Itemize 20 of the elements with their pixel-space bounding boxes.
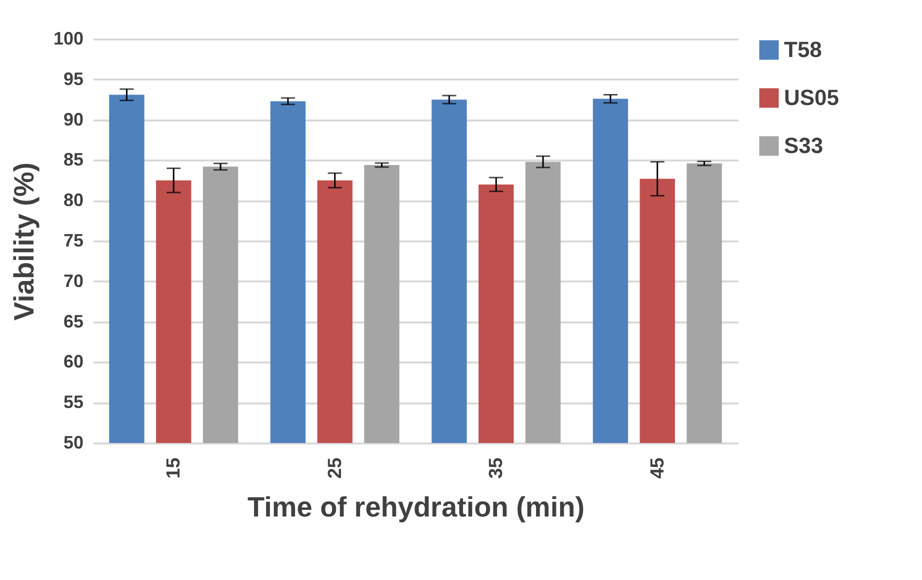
x-tick-label: 25 bbox=[324, 457, 346, 479]
x-tick-label: 15 bbox=[164, 457, 185, 479]
y-tick-label: 95 bbox=[63, 68, 84, 89]
y-tick-label: 65 bbox=[63, 311, 84, 332]
y-tick-label: 60 bbox=[63, 352, 84, 372]
x-tick-label: 45 bbox=[647, 457, 668, 479]
y-tick-label: 55 bbox=[63, 392, 84, 412]
y-axis-title: Viability (%) bbox=[8, 162, 40, 321]
y-tick-label: 75 bbox=[63, 230, 84, 250]
y-tick-label: 80 bbox=[63, 190, 84, 210]
y-tick-label: 70 bbox=[63, 270, 84, 291]
y-tick-label: 90 bbox=[63, 109, 84, 130]
x-axis-title: Time of rehydration (min) bbox=[247, 492, 585, 523]
y-tick-label: 100 bbox=[53, 28, 84, 48]
y-tick-label: 50 bbox=[63, 432, 84, 452]
y-tick-label: 85 bbox=[63, 150, 84, 170]
legend-label: S33 bbox=[784, 133, 824, 158]
legend-label: US05 bbox=[784, 85, 840, 110]
x-tick-label: 35 bbox=[486, 457, 508, 479]
legend-label: T58 bbox=[784, 37, 822, 62]
